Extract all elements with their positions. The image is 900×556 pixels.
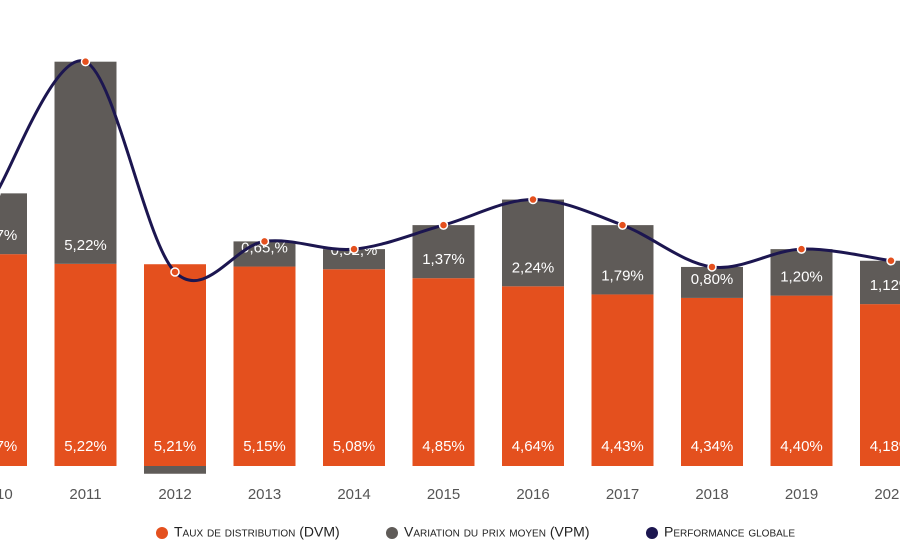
bar-dvm [770,295,833,466]
bar-dvm [323,269,385,466]
bar-vpm [0,193,27,255]
bar-dvm [860,304,900,466]
performance-point [170,267,180,277]
dvm-label: 5,22% [64,438,107,455]
vpm-label: 1,20% [780,269,823,286]
dvm-label: 5,15% [243,438,286,455]
bar-dvm [681,297,743,466]
bar-vpm [323,249,385,270]
bar-dvm [54,263,117,466]
x-tick-label: 2018 [695,486,728,503]
bar-vpm [860,260,900,305]
bar-dvm [144,264,206,466]
vpm-label: 1,79% [601,267,644,284]
bar-dvm [591,294,654,466]
dvm-label: 5,08% [333,438,376,455]
bar-vpm [502,199,564,287]
x-tick-label: 2017 [606,486,639,503]
vpm-label: 2,24% [512,259,555,276]
bar-vpm [770,249,833,296]
performance-point [886,255,896,266]
vpm-label: 0,80% [691,271,734,288]
performance-point [259,236,270,247]
x-tick-label: 2020 [874,486,900,503]
x-tick-label: 2019 [785,486,818,503]
x-tick-label: 2012 [158,486,191,503]
bar-vpm [144,466,206,474]
performance-point [80,56,91,67]
bar-vpm [412,225,475,279]
dvm-label: 5,47% [0,438,17,455]
legend-swatch [156,527,168,539]
legend-label: Taux de distribution (DVM) [174,524,340,540]
performance-point [796,244,807,254]
x-tick-label: 2016 [516,486,549,503]
dvm-label: 4,40% [780,438,823,455]
vpm-label: 5,22% [64,237,107,254]
legend-swatch [646,527,658,539]
bar-dvm [412,278,475,466]
performance-point [617,220,628,230]
bar-dvm [502,286,564,466]
x-tick-label: 2011 [69,486,101,503]
performance-point [528,194,538,205]
dvm-label: 4,64% [512,438,555,455]
dvm-label: 4,85% [422,438,465,455]
x-tick-label: 2010 [0,486,13,503]
bar-vpm [681,266,743,298]
performance-line [0,59,892,282]
vpm-label: 1,12% [870,277,900,294]
x-tick-label: 2014 [337,486,370,503]
dvm-label: 4,18% [870,438,900,455]
vpm-label: 1,57% [0,227,17,244]
x-tick-label: 2015 [427,486,460,503]
bar-dvm [0,254,27,466]
performance-point [349,244,359,254]
performance-point [438,220,449,230]
performance-point [707,262,717,272]
legend-label: Variation du prix moyen (VPM) [404,524,590,540]
vpm-label: 1,37% [422,251,465,268]
bar-dvm [233,266,296,466]
dvm-label: 5,21% [154,438,197,455]
legend-label: Performance globale [664,524,795,540]
x-tick-label: 2013 [248,486,281,503]
dvm-label: 4,34% [691,438,734,455]
dvm-label: 4,43% [601,438,644,455]
legend-swatch [386,527,398,539]
